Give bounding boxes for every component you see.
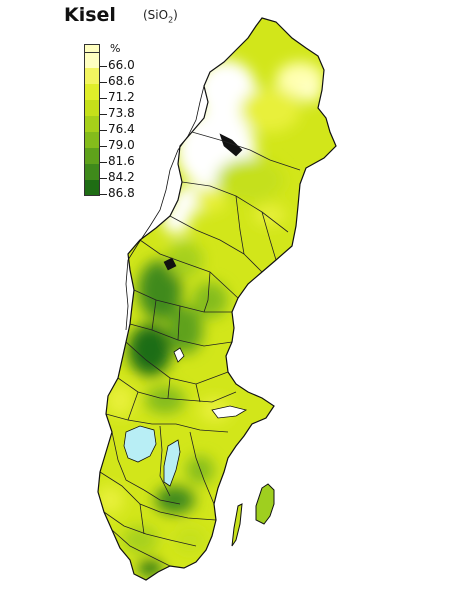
legend-swatch: [84, 148, 100, 164]
lake-vanern: [123, 425, 157, 463]
legend-label: 86.8: [108, 186, 135, 200]
legend-label: 71.2: [108, 90, 135, 104]
legend-swatch: [84, 116, 100, 132]
legend-swatch: [84, 180, 100, 196]
legend-label: 81.6: [108, 154, 135, 168]
legend-entry: 86.8: [84, 180, 224, 200]
legend-entry: 73.8: [84, 100, 224, 120]
legend-swatch-top: [84, 44, 100, 52]
legend-tick: [100, 162, 107, 163]
oland-island: [231, 503, 243, 547]
legend-label: 68.6: [108, 74, 135, 88]
legend-tick: [100, 130, 107, 131]
legend-label: 66.0: [108, 58, 135, 72]
formula-base: (SiO: [143, 8, 169, 22]
legend-tick: [100, 98, 107, 99]
legend-unit: %: [110, 42, 121, 55]
legend-tick: [100, 82, 107, 83]
legend-swatch: [84, 100, 100, 116]
legend-entry: 71.2: [84, 84, 224, 104]
legend-label: 73.8: [108, 106, 135, 120]
lake-north: [219, 133, 243, 157]
gotland-island: [255, 483, 275, 525]
legend-tick: [100, 114, 107, 115]
legend-tick: [100, 146, 107, 147]
legend-tick: [100, 178, 107, 179]
legend-entry: 68.6: [84, 68, 224, 88]
chemical-formula: (SiO2): [143, 8, 178, 24]
legend-swatch: [84, 52, 100, 68]
legend-tick: [100, 194, 107, 195]
legend-label: 79.0: [108, 138, 135, 152]
legend-entry: 76.4: [84, 116, 224, 136]
norway-border: [125, 85, 205, 331]
legend-entry: 66.0: [84, 52, 224, 72]
county-borders: [99, 131, 301, 567]
legend-swatch: [84, 164, 100, 180]
legend-tick: [100, 66, 107, 67]
legend-swatch: [84, 84, 100, 100]
legend-swatch: [84, 132, 100, 148]
legend-entry: 84.2: [84, 164, 224, 184]
lake-vattern: [163, 439, 181, 487]
lake-siljan: [173, 347, 185, 363]
legend-label: 84.2: [108, 170, 135, 184]
lake-central: [163, 257, 177, 271]
legend-label: 76.4: [108, 122, 135, 136]
legend-swatch: [84, 68, 100, 84]
legend-entry: 79.0: [84, 132, 224, 152]
map-title: Kisel: [64, 4, 116, 26]
lake-malaren: [211, 405, 248, 419]
formula-close: ): [173, 8, 178, 22]
formula-subscript: 2: [168, 15, 174, 25]
legend-entry: 81.6: [84, 148, 224, 168]
